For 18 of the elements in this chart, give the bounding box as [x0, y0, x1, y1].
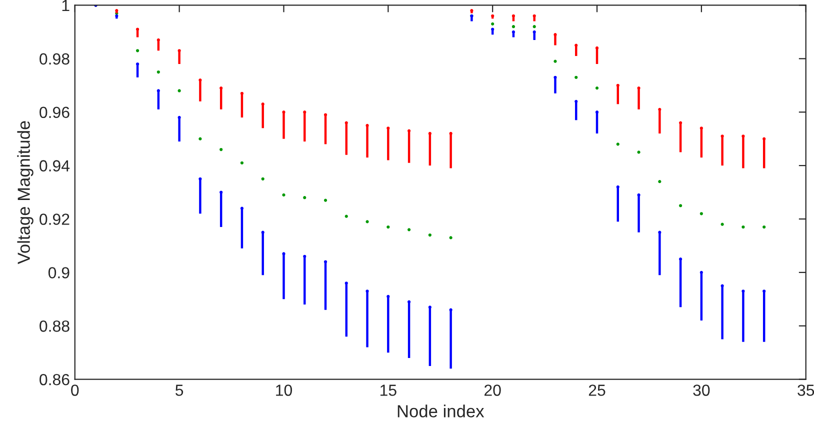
- x-tick-label: 0: [71, 384, 79, 396]
- y-tick-label: 0.94: [40, 160, 70, 172]
- y-tick-label: 0.96: [40, 106, 70, 118]
- y-tick-label: 0.86: [40, 374, 70, 386]
- x-tick-label: 35: [798, 384, 814, 396]
- x-tick-label: 5: [176, 384, 184, 396]
- x-tick-label: 10: [276, 384, 292, 396]
- y-tick-label: 1: [62, 0, 70, 12]
- y-tick-label: 0.92: [40, 214, 70, 225]
- x-axis-title: Node index: [398, 404, 484, 418]
- x-tick-label: 15: [380, 384, 396, 396]
- y-tick-label: 0.9: [48, 267, 70, 278]
- x-tick-label: 20: [484, 384, 501, 396]
- y-axis-title: Voltage Magnitude: [17, 121, 34, 264]
- x-tick-label: 25: [588, 384, 606, 396]
- y-tick-label: 0.88: [40, 320, 70, 332]
- x-tick-label: 30: [693, 384, 710, 396]
- y-tick-label: 0.98: [40, 53, 70, 65]
